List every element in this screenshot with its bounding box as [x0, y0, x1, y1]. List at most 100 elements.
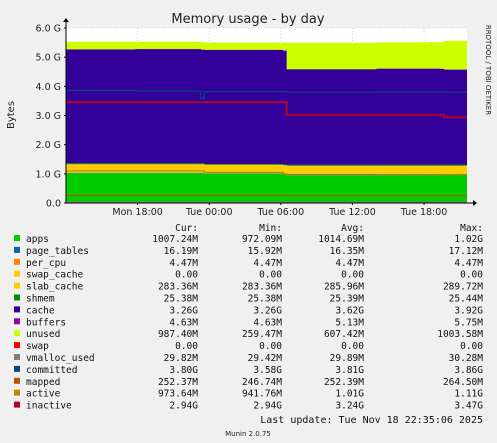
legend-name: per_cpu — [26, 258, 66, 269]
legend-min-value: 941.76M — [242, 389, 282, 400]
legend-cur-value: 252.37M — [158, 377, 198, 388]
legend-max-value: 1.02G — [454, 234, 483, 245]
legend-cur-value: 0.00 — [175, 270, 198, 281]
legend-header: Cur: — [175, 223, 198, 234]
stacked-areas — [66, 40, 467, 203]
line-committed — [66, 89, 467, 100]
legend-max-value: 3.47G — [454, 401, 483, 412]
legend-cur-value: 0.00 — [175, 341, 198, 352]
legend-min-value: 283.36M — [242, 282, 282, 293]
legend-avg-value: 25.39M — [330, 294, 365, 305]
legend-max-value: 289.72M — [443, 282, 483, 293]
x-tick-label: Tue 06:00 — [257, 207, 305, 218]
legend-swatch — [14, 294, 20, 301]
x-tick-label: Mon 18:00 — [112, 207, 162, 218]
legend-swatch — [14, 235, 20, 241]
legend-name: swap — [26, 341, 49, 352]
y-tick-label: 0.0 — [46, 199, 61, 210]
y-axis-arrow — [63, 18, 69, 22]
legend-cur-value: 2.94G — [169, 401, 198, 412]
legend-swatch — [14, 365, 20, 372]
legend-max-value: 264.50M — [443, 377, 483, 388]
legend-swatch — [14, 306, 20, 313]
legend-cur-value: 4.63M — [169, 317, 198, 328]
legend-avg-value: 4.47M — [335, 258, 364, 269]
y-tick-label: 2.0 G — [36, 140, 62, 151]
x-tick-label: Tue 12:00 — [328, 207, 376, 218]
legend-min-value: 4.63M — [253, 317, 282, 328]
legend-avg-value: 0.00 — [341, 270, 364, 281]
legend-max-value: 1003.58M — [437, 329, 483, 340]
legend-min-value: 3.26G — [253, 305, 282, 316]
legend-swatch — [14, 401, 20, 408]
legend-swatch — [14, 270, 20, 277]
legend-avg-value: 607.42M — [324, 329, 364, 340]
legend-max-value: 5.75M — [454, 317, 483, 328]
x-axis-arrow — [473, 200, 477, 206]
legend-max-value: 25.44M — [449, 294, 484, 305]
legend-avg-value: 16.35M — [330, 246, 365, 257]
legend-avg-value: 3.81G — [335, 365, 364, 376]
area-page-tables — [66, 172, 467, 175]
legend-swatch — [14, 318, 20, 325]
legend-name: vmalloc_used — [26, 353, 95, 364]
munin-version: Munin 2.0.75 — [225, 430, 271, 438]
legend-min-value: 972.09M — [242, 234, 282, 245]
legend-swatch — [14, 377, 20, 384]
axes: 0.0 1.0 G 2.0 G 3.0 G 4.0 G 5.0 G 6.0 G Mon 18:… — [36, 18, 477, 218]
legend-max-value: 0.00 — [460, 270, 483, 281]
legend-max-value: 1.11G — [454, 389, 483, 400]
legend-cur-value: 987.40M — [158, 329, 198, 340]
legend-name: apps — [26, 234, 49, 245]
legend-swatch — [14, 330, 20, 337]
last-update: Last update: Tue Nov 18 22:35:06 2025 — [260, 415, 483, 426]
area-cache — [66, 49, 467, 165]
legend-name: slab_cache — [26, 282, 83, 293]
y-tick-label: 6.0 G — [36, 24, 62, 35]
legend-min-value: 259.47M — [242, 329, 282, 340]
legend-name: unused — [26, 329, 60, 340]
legend-cur-value: 29.82M — [164, 353, 199, 364]
y-axis-label: Bytes — [6, 101, 17, 129]
legend-name: shmem — [26, 294, 55, 305]
y-tick-label: 1.0 G — [36, 169, 62, 180]
legend-min-value: 0.00 — [259, 341, 282, 352]
legend-swatch — [14, 246, 20, 253]
legend-avg-value: 0.00 — [341, 341, 364, 352]
legend-swatch — [14, 389, 20, 396]
line-series — [66, 89, 467, 203]
legend-header: Max: — [460, 223, 483, 234]
legend-max-value: 3.86G — [454, 365, 483, 376]
chart-title: Memory usage - by day — [171, 12, 324, 27]
legend-swatch — [14, 354, 20, 360]
legend: Cur: Min: Avg: Max: apps 1007.24M 972.09M 1014.… — [14, 223, 483, 412]
legend-min-value: 25.38M — [248, 294, 283, 305]
legend-swatch — [14, 282, 20, 289]
legend-swatch — [14, 258, 20, 265]
legend-min-value: 29.42M — [248, 353, 283, 364]
legend-header: Min: — [259, 223, 282, 234]
legend-name: buffers — [26, 317, 66, 328]
legend-avg-value: 252.39M — [324, 377, 364, 388]
line-inactive — [66, 101, 467, 119]
legend-max-value: 0.00 — [460, 341, 483, 352]
legend-cur-value: 973.64M — [158, 389, 198, 400]
area-shmem — [66, 163, 467, 166]
legend-max-value: 3.92G — [454, 305, 483, 316]
legend-cur-value: 3.26G — [169, 305, 198, 316]
line-active — [66, 170, 467, 176]
legend-avg-value: 3.62G — [335, 305, 364, 316]
legend-cur-value: 3.80G — [169, 365, 198, 376]
legend-avg-value: 29.89M — [330, 353, 365, 364]
rrdtool-credit: RRDTOOL / TOBI OETIKER — [484, 25, 492, 115]
legend-avg-value: 1014.69M — [318, 234, 364, 245]
area-unused — [66, 40, 467, 70]
y-tick-label: 4.0 G — [36, 82, 62, 93]
y-tick-label: 5.0 G — [36, 53, 62, 64]
legend-cur-value: 16.19M — [164, 246, 199, 257]
legend-swatch — [14, 342, 20, 349]
legend-name: committed — [26, 365, 77, 376]
legend-avg-value: 1.01G — [335, 389, 364, 400]
legend-min-value: 15.92M — [248, 246, 283, 257]
